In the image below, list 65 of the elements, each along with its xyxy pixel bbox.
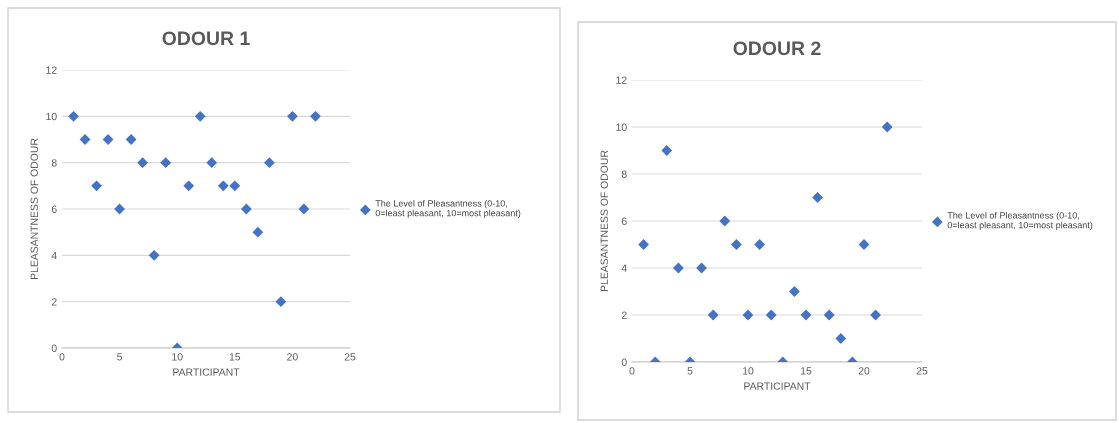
point bbox=[287, 110, 298, 122]
y-axis-title: PLEASANTNESS OF ODOUR bbox=[30, 138, 38, 280]
x-axis-title: PARTICIPANT bbox=[744, 382, 811, 390]
point bbox=[275, 296, 287, 308]
point bbox=[661, 145, 673, 156]
y-tick-label: 8 bbox=[621, 170, 627, 178]
x-tick-label: 10 bbox=[743, 367, 754, 375]
point bbox=[812, 192, 823, 203]
y-tick-label: 10 bbox=[46, 112, 57, 121]
point bbox=[800, 309, 812, 321]
point bbox=[719, 215, 731, 227]
y-tick-label: 12 bbox=[46, 66, 57, 74]
y-tick-label: 2 bbox=[51, 298, 57, 306]
x-tick-label: 0 bbox=[59, 353, 65, 361]
y-tick-label: 6 bbox=[621, 217, 627, 225]
y-tick-label: 6 bbox=[51, 205, 57, 213]
point bbox=[731, 239, 742, 250]
y-tick-label: 4 bbox=[51, 251, 57, 260]
x-tick-label: 15 bbox=[229, 353, 241, 361]
point bbox=[754, 239, 765, 250]
point bbox=[310, 110, 321, 122]
point bbox=[789, 286, 800, 297]
chart-title: ODOUR 2 bbox=[733, 41, 821, 56]
y-tick-label: 10 bbox=[616, 123, 627, 131]
point bbox=[298, 203, 310, 215]
point bbox=[707, 309, 719, 321]
point bbox=[881, 121, 893, 133]
point bbox=[823, 309, 835, 321]
y-tick-label: 0 bbox=[51, 344, 57, 352]
point bbox=[252, 226, 264, 238]
point bbox=[835, 333, 847, 344]
x-tick-label: 20 bbox=[858, 367, 870, 375]
point bbox=[638, 239, 649, 250]
y-axis-title: PLEASANTNESS OF ODOUR bbox=[600, 150, 608, 292]
legend-label: The Level of Pleasantness (0-10, 0=least pleasant, 10=most pleasant) bbox=[947, 211, 1093, 231]
y-tick-label: 2 bbox=[621, 311, 627, 319]
point bbox=[91, 180, 102, 192]
y-tick-label: 4 bbox=[621, 264, 627, 272]
point bbox=[742, 309, 754, 321]
point bbox=[229, 180, 241, 192]
x-tick-label: 20 bbox=[287, 353, 298, 361]
x-tick-label: 25 bbox=[344, 353, 356, 361]
point bbox=[240, 203, 252, 215]
point bbox=[765, 309, 777, 321]
point bbox=[206, 157, 218, 169]
legend-label: The Level of Pleasantness (0-10, 0=least pleasant, 10=most pleasant) bbox=[375, 199, 521, 219]
x-tick-label: 25 bbox=[916, 367, 928, 375]
y-tick-label: 8 bbox=[51, 159, 57, 167]
y-tick-label: 12 bbox=[616, 76, 627, 84]
point bbox=[217, 180, 229, 192]
x-tick-label: 5 bbox=[117, 353, 123, 361]
point bbox=[194, 110, 206, 122]
x-tick-label: 10 bbox=[172, 353, 183, 361]
chart-title: ODOUR 1 bbox=[162, 31, 250, 46]
y-tick-label: 0 bbox=[621, 358, 627, 366]
point bbox=[137, 157, 149, 169]
point bbox=[160, 157, 172, 169]
point bbox=[263, 157, 275, 169]
x-axis-title: PARTICIPANT bbox=[173, 368, 240, 376]
x-tick-label: 5 bbox=[687, 367, 693, 375]
point bbox=[148, 249, 160, 261]
x-tick-label: 15 bbox=[801, 367, 812, 375]
point bbox=[183, 180, 195, 192]
x-tick-label: 0 bbox=[629, 367, 635, 375]
point bbox=[68, 110, 79, 122]
